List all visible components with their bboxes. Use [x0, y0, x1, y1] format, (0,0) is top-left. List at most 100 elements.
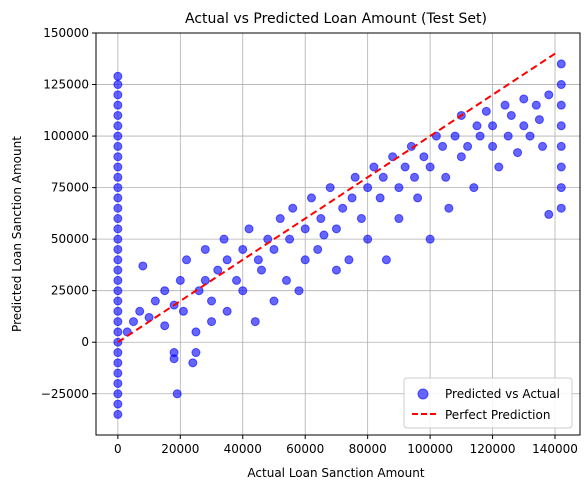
chart-title: Actual vs Predicted Loan Amount (Test Se… — [185, 11, 487, 27]
scatter-point — [269, 244, 279, 254]
scatter-point — [160, 286, 170, 296]
scatter-point — [538, 141, 548, 151]
scatter-point — [238, 244, 248, 254]
scatter-point — [556, 141, 566, 151]
scatter-point — [281, 275, 291, 285]
scatter-point — [113, 296, 123, 306]
scatter-point — [481, 106, 491, 116]
scatter-point — [294, 286, 304, 296]
scatter-point — [325, 183, 335, 193]
scatter-point — [113, 399, 123, 409]
scatter-point — [175, 275, 185, 285]
scatter-point — [488, 121, 498, 131]
scatter-point — [113, 368, 123, 378]
scatter-point — [356, 214, 366, 224]
scatter-point — [556, 203, 566, 213]
scatter-point — [113, 203, 123, 213]
x-tick-label: 120000 — [470, 442, 516, 456]
scatter-point — [213, 265, 223, 275]
scatter-point — [400, 162, 410, 172]
scatter-point — [463, 141, 473, 151]
y-axis: −25000 0 25000 50000 75000 100000 125000 150000 — [41, 26, 96, 401]
scatter-point — [363, 183, 373, 193]
scatter-point — [331, 224, 341, 234]
scatter-point — [188, 358, 198, 368]
scatter-point — [178, 306, 188, 316]
scatter-point — [438, 141, 448, 151]
y-tick-label: 125000 — [43, 78, 89, 92]
scatter-point — [128, 317, 138, 327]
scatter-point — [144, 312, 154, 322]
x-tick-label: 60000 — [286, 442, 324, 456]
scatter-point — [394, 214, 404, 224]
scatter-point — [238, 286, 248, 296]
scatter-point — [244, 224, 254, 234]
scatter-point — [500, 100, 510, 110]
scatter-point — [113, 327, 123, 337]
scatter-point — [556, 59, 566, 69]
scatter-point — [172, 389, 182, 399]
scatter-point — [441, 172, 451, 182]
scatter-point — [113, 317, 123, 327]
scatter-point — [275, 214, 285, 224]
x-tick-label: 40000 — [224, 442, 262, 456]
scatter-point — [300, 255, 310, 265]
scatter-point — [138, 261, 148, 271]
scatter-point — [113, 306, 123, 316]
scatter-point — [285, 234, 295, 244]
x-axis: 0 20000 40000 60000 80000 100000 120000 140000 — [114, 435, 578, 456]
scatter-point — [513, 148, 523, 158]
scatter-point — [113, 255, 123, 265]
scatter-point — [207, 317, 217, 327]
scatter-point — [494, 162, 504, 172]
scatter-point — [169, 354, 179, 364]
scatter-point — [425, 162, 435, 172]
scatter-point — [531, 100, 541, 110]
scatter-point — [288, 203, 298, 213]
y-tick-label: 25000 — [51, 284, 89, 298]
scatter-point — [113, 100, 123, 110]
scatter-point — [113, 141, 123, 151]
scatter-point — [306, 193, 316, 203]
scatter-point — [413, 193, 423, 203]
scatter-point — [200, 275, 210, 285]
scatter-point — [534, 115, 544, 125]
scatter-point — [519, 121, 529, 131]
scatter-point — [450, 131, 460, 141]
scatter-point — [253, 255, 263, 265]
scatter-point — [191, 327, 201, 337]
scatter-point — [425, 234, 435, 244]
scatter-point — [135, 306, 145, 316]
scatter-point — [113, 121, 123, 131]
legend-label-line: Perfect Prediction — [445, 408, 550, 422]
scatter-point — [222, 306, 232, 316]
scatter-point — [113, 214, 123, 224]
scatter-point — [544, 209, 554, 219]
scatter-point — [410, 172, 420, 182]
scatter-point — [250, 317, 260, 327]
y-tick-label: 150000 — [43, 26, 89, 40]
scatter-point — [472, 121, 482, 131]
legend: Predicted vs Actual Perfect Prediction — [403, 377, 573, 429]
x-tick-label: 20000 — [161, 442, 199, 456]
scatter-point — [182, 255, 192, 265]
y-tick-label: 75000 — [51, 181, 89, 195]
scatter-point — [113, 162, 123, 172]
scatter-point — [113, 409, 123, 419]
scatter-point — [113, 378, 123, 388]
scatter-point — [347, 193, 357, 203]
scatter-point — [503, 131, 513, 141]
scatter-point — [375, 193, 385, 203]
scatter-point — [113, 224, 123, 234]
scatter-point — [113, 286, 123, 296]
scatter-point — [394, 183, 404, 193]
scatter-point — [113, 152, 123, 162]
x-tick-label: 100000 — [407, 442, 453, 456]
scatter-point — [113, 234, 123, 244]
scatter-point — [369, 162, 379, 172]
scatter-point — [113, 131, 123, 141]
y-tick-label: 100000 — [43, 129, 89, 143]
scatter-point — [113, 110, 123, 120]
y-axis-label: Predicted Loan Sanction Amount — [10, 136, 24, 332]
scatter-point — [207, 296, 217, 306]
